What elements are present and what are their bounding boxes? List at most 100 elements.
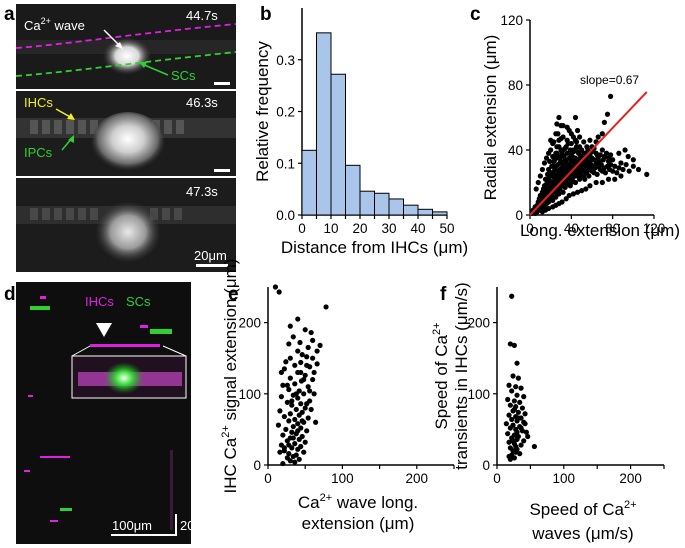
scatter-point bbox=[620, 166, 626, 173]
scatter-point bbox=[293, 406, 299, 413]
scatter-point bbox=[286, 341, 292, 347]
ca-wave-blob bbox=[101, 36, 153, 76]
scale-bar-label: 20μm bbox=[194, 248, 227, 263]
ihc-row-3 bbox=[30, 208, 182, 220]
scatter-point bbox=[555, 131, 561, 137]
scatter-point bbox=[566, 163, 572, 169]
scatter-point bbox=[618, 173, 624, 179]
scatter-point bbox=[533, 186, 539, 192]
scatter-point bbox=[515, 409, 521, 415]
scatter-point bbox=[517, 399, 523, 405]
scatter-point bbox=[286, 442, 292, 448]
scatter-point bbox=[618, 160, 624, 166]
scatter-point bbox=[593, 150, 599, 156]
scatter-point bbox=[601, 119, 608, 125]
y-tick-label: 0 bbox=[515, 208, 523, 223]
micrograph-frame-2: 46.3s IHCs IPCs bbox=[16, 91, 236, 176]
scatter-point bbox=[537, 173, 543, 179]
histogram-bar bbox=[316, 32, 332, 216]
scatter-point bbox=[510, 438, 516, 444]
ihcs-label: IHCs bbox=[24, 95, 53, 110]
y-axis-label: Radial extension (μm) bbox=[481, 35, 500, 201]
scatter-point bbox=[295, 446, 301, 452]
histogram-bar bbox=[301, 149, 317, 216]
scatter-point bbox=[301, 376, 307, 383]
histogram-bar bbox=[359, 190, 375, 216]
scatter-point bbox=[574, 189, 581, 195]
scatter-point bbox=[310, 337, 316, 343]
panel-b: b 0 10 20 30 40 50 0.0 0.1 0.2 0.3 Distance from I… bbox=[253, 4, 468, 257]
scatter-point bbox=[585, 166, 591, 173]
scatter-point bbox=[514, 436, 520, 442]
scatter-point bbox=[301, 391, 307, 397]
x-tick-label: 100 bbox=[553, 471, 576, 486]
scs-arrow bbox=[141, 63, 169, 76]
scatter-point bbox=[540, 191, 547, 197]
scatter-point bbox=[566, 192, 572, 199]
scatter-point bbox=[612, 176, 618, 182]
scatter-point bbox=[593, 179, 599, 186]
scatter-point bbox=[507, 402, 513, 408]
panel-letter-c: c bbox=[470, 4, 481, 25]
scatter-point bbox=[295, 348, 301, 354]
ihcs-arrowhead bbox=[67, 113, 75, 120]
y-tick-label: 80 bbox=[508, 78, 523, 93]
kymo-scale-y-label: 20s bbox=[180, 518, 201, 533]
scatter-point bbox=[568, 179, 574, 186]
kymo-scale-y bbox=[175, 514, 177, 536]
kymo-scale-x bbox=[111, 534, 175, 536]
histogram-bar bbox=[388, 198, 404, 216]
scatter-point bbox=[510, 373, 516, 379]
scatter-point bbox=[302, 372, 308, 378]
x-tick-label: 200 bbox=[619, 471, 642, 486]
scatter-point bbox=[276, 289, 282, 295]
scatter-point bbox=[531, 443, 538, 450]
scatter-point bbox=[603, 150, 610, 156]
scatter-point bbox=[290, 423, 296, 430]
scatter-point bbox=[572, 114, 579, 121]
scatter-point bbox=[599, 131, 605, 137]
x-tick-label: 80 bbox=[605, 221, 620, 236]
scatter-point bbox=[558, 123, 564, 129]
scatter-point bbox=[550, 204, 556, 210]
scatter-point bbox=[570, 191, 577, 197]
scatter-point bbox=[290, 334, 296, 340]
scatter-point bbox=[546, 150, 552, 156]
scatter-point bbox=[290, 435, 296, 441]
scatter-point bbox=[548, 137, 554, 143]
scatter-point bbox=[278, 369, 284, 376]
scatter-point bbox=[554, 144, 560, 150]
scatter-point bbox=[509, 293, 515, 299]
panel-a: a Ca2+ wave SCs 44.7s 46.3s I bbox=[4, 4, 237, 272]
scatter-point bbox=[304, 362, 310, 368]
scatter-point bbox=[547, 173, 553, 179]
scatter-point bbox=[568, 152, 574, 158]
scatter-point bbox=[568, 140, 574, 147]
y-tick-label: 200 bbox=[238, 316, 261, 331]
scatter-point bbox=[280, 432, 286, 438]
scatter-point bbox=[608, 93, 614, 99]
micrograph-frame-3: 47.3s 20μm bbox=[16, 178, 236, 272]
scatter-point bbox=[563, 196, 569, 202]
scatter-point bbox=[323, 304, 329, 310]
scatter-point bbox=[587, 137, 593, 143]
scatter-point bbox=[302, 327, 308, 333]
histogram-bar bbox=[345, 164, 361, 216]
scatter-point bbox=[302, 405, 308, 411]
chart-b: 0 10 20 30 40 50 0.0 0.1 0.2 0.3 Distance from IHC… bbox=[253, 8, 468, 257]
scatter-point bbox=[284, 382, 290, 388]
scatter-point bbox=[626, 168, 632, 174]
scatter-point bbox=[581, 150, 587, 156]
scatter-point bbox=[505, 431, 511, 437]
histogram-bar bbox=[330, 73, 346, 216]
scatter-point bbox=[289, 429, 295, 435]
scatter-point bbox=[292, 362, 298, 368]
histogram-bar bbox=[403, 204, 419, 216]
panel-letter-b: b bbox=[260, 4, 272, 25]
x-tick-label: 120 bbox=[643, 221, 666, 236]
histogram-bar bbox=[432, 211, 448, 216]
scs-arrowhead bbox=[139, 62, 147, 68]
x-tick-label: 20 bbox=[352, 221, 367, 236]
scatter-point bbox=[515, 415, 521, 421]
scatter-point bbox=[506, 439, 512, 445]
